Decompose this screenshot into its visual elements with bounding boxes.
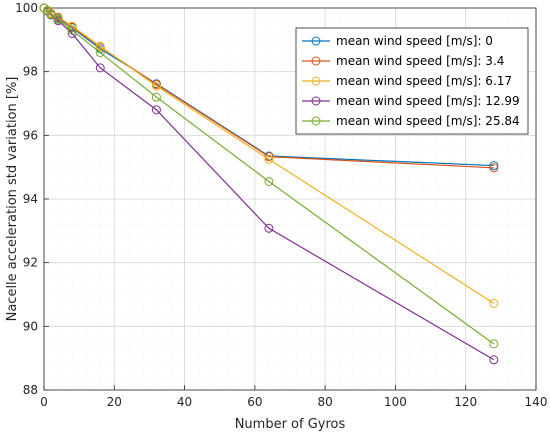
x-tick-label: 0 [40, 395, 48, 409]
data-point [151, 92, 161, 102]
y-tick-label: 94 [23, 192, 38, 206]
x-axis-ticks: 0 20 40 60 80 100 120 140 [40, 385, 547, 409]
data-point [489, 163, 499, 173]
y-tick-label: 98 [23, 65, 38, 79]
data-point [264, 176, 274, 186]
legend-swatch-marker [311, 56, 321, 66]
legend: mean wind speed [m/s]: 0 mean wind speed … [295, 27, 529, 135]
data-point [264, 223, 274, 233]
legend-entry-label: mean wind speed [m/s]: 0 [336, 34, 493, 48]
data-point [95, 63, 105, 73]
data-point [489, 339, 499, 349]
legend-entry-label: mean wind speed [m/s]: 6.17 [336, 74, 512, 88]
y-tick-label: 88 [23, 383, 38, 397]
y-axis-label: Nacelle acceleration std variation [%] [5, 77, 20, 322]
y-tick-label: 90 [23, 319, 38, 333]
legend-swatch-marker [311, 96, 321, 106]
data-point [489, 355, 499, 365]
data-point [53, 14, 63, 24]
legend-entry-label: mean wind speed [m/s]: 3.4 [336, 54, 504, 68]
y-tick-label: 96 [23, 128, 38, 142]
x-tick-label: 100 [384, 395, 407, 409]
series-group [39, 3, 499, 365]
y-tick-label: 100 [15, 1, 38, 15]
x-tick-label: 120 [454, 395, 477, 409]
data-point [264, 154, 274, 164]
legend-swatch-marker [311, 116, 321, 126]
data-point [489, 298, 499, 308]
x-axis-label: Number of Gyros [235, 417, 346, 432]
data-point [151, 81, 161, 91]
x-tick-label: 60 [247, 395, 262, 409]
x-tick-label: 20 [107, 395, 122, 409]
data-point [489, 161, 499, 171]
x-tick-label: 40 [177, 395, 192, 409]
data-point [95, 48, 105, 58]
legend-box [295, 27, 529, 135]
series-line-5 [43, 7, 495, 345]
x-tick-label: 80 [318, 395, 333, 409]
x-tick-label: 140 [525, 395, 548, 409]
y-axis-ticks: 88 90 92 94 96 98 100 [15, 1, 49, 397]
data-point [95, 41, 105, 51]
y-tick-label: 92 [23, 256, 38, 270]
legend-swatch-marker [311, 76, 321, 86]
legend-entry-label: mean wind speed [m/s]: 25.84 [336, 114, 520, 128]
legend-swatch-marker [311, 36, 321, 46]
data-point [67, 25, 77, 35]
legend-entry-label: mean wind speed [m/s]: 12.99 [336, 94, 520, 108]
data-point [46, 9, 56, 19]
data-point [151, 105, 161, 115]
